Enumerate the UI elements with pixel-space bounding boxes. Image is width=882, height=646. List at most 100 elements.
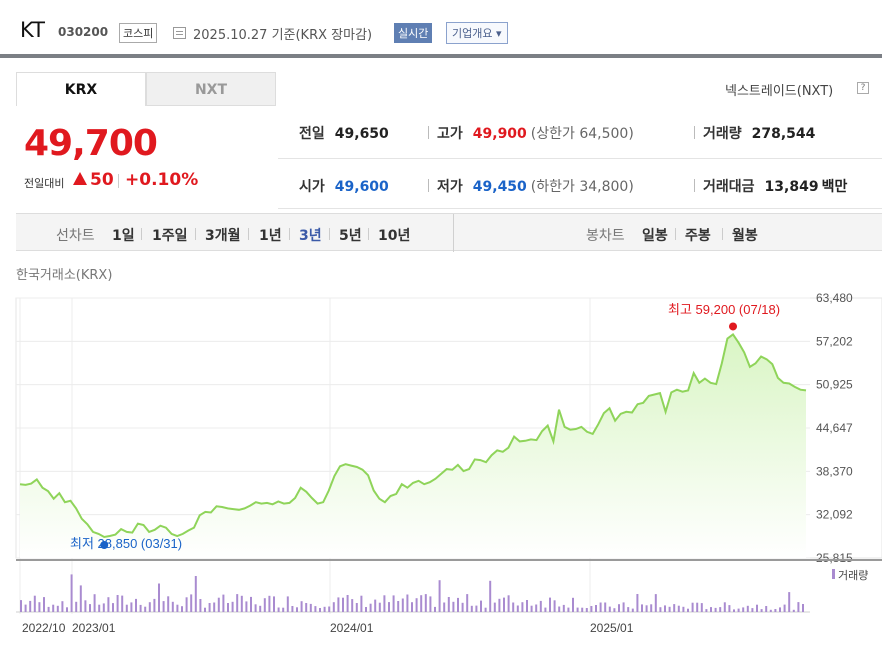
quote-date: 2025.10.27 기준(KRX 장마감) [193,28,373,43]
volume-bar [61,601,64,612]
prev-close-label: 전일 [299,126,325,142]
volume-bar [636,594,639,612]
volume-bar [79,585,82,612]
volume-bar [503,597,505,612]
open-price: 시가 49,600 [299,176,389,196]
volume-bar [227,603,229,612]
volume-bar [447,597,450,612]
volume-bar [733,609,735,612]
volume-bar [710,607,712,612]
volume-legend-label: 거래량 [838,569,868,582]
volume-bar [70,574,73,612]
divider [694,179,695,192]
period-1d[interactable]: 1일 [112,228,135,244]
volume-bar [392,595,395,612]
volume-bar [466,594,469,612]
volume-bar [696,602,699,612]
volume-bar [802,604,804,612]
volume-bar [213,602,216,612]
volume-bar [365,607,367,612]
upper-limit: (상한가 64,500) [530,126,634,142]
candle-weekly[interactable]: 주봉 [685,228,711,244]
volume-bar [691,602,694,612]
volume-bar [420,595,423,612]
volume-bar [291,606,294,612]
volume-bar [254,604,257,612]
volume-bar [305,603,308,612]
volume-bar [162,601,165,612]
change-label: 전일대비 [24,177,65,190]
volume-bar [751,608,754,612]
volume-bar [33,595,36,612]
divider [722,228,723,240]
volume-bar [742,607,745,612]
volume-bar [139,604,142,612]
volume-bar [553,600,556,612]
volume-bar [618,604,620,612]
volume-bar [484,607,487,612]
divider [248,228,249,240]
tab-nxt[interactable]: NXT [146,72,276,106]
volume-bar [148,602,151,612]
volume-bar [650,604,653,612]
volume-bar [654,594,657,612]
period-3y[interactable]: 3년 [299,228,322,244]
volume-bar [797,602,800,612]
low-marker [100,541,109,550]
volume-bar [535,604,538,612]
divider [329,228,330,240]
volume-bar [613,608,616,612]
period-10y[interactable]: 10년 [378,228,411,244]
volume-bar [429,596,432,612]
volume-bar [75,601,78,612]
lower-limit: (하한가 34,800) [530,179,634,195]
line-chart-label: 선차트 [56,228,95,244]
volume-bar [452,601,455,612]
volume-bar [319,608,321,612]
candle-daily[interactable]: 일봉 [642,228,668,244]
volume-bar [411,602,413,612]
volume-bar [328,606,331,612]
volume-bar [277,607,280,612]
change-percent: +0.10% [125,170,199,190]
period-3m[interactable]: 3개월 [205,228,241,244]
volume-bar [641,604,643,612]
period-5y[interactable]: 5년 [339,228,362,244]
candle-monthly[interactable]: 월봉 [732,228,758,244]
prev-close-value: 49,650 [334,126,389,142]
period-1w[interactable]: 1주일 [152,228,188,244]
tab-krx[interactable]: KRX [16,72,146,106]
y-tick-label: 50,925 [816,378,853,392]
volume-bar [204,607,206,612]
volume-bar [572,597,574,612]
volume-bar [259,605,262,612]
y-tick-label: 57,202 [816,334,853,348]
low-label: 저가 [437,179,463,195]
volume-legend-swatch [832,569,835,579]
volume-bar [236,594,239,612]
volume-bar [521,602,524,612]
amount-label: 거래대금 [703,179,755,195]
volume-bar [576,607,579,612]
volume-bar [56,605,59,612]
volume-bar [374,599,377,612]
volume-bar [190,594,193,612]
volume-bar [599,602,602,612]
volume-bar [664,605,666,612]
volume-bar [158,583,160,612]
volume-bar [98,604,101,612]
volume-bar [457,597,459,612]
volume-bar [332,602,335,612]
realtime-button[interactable]: 실시간 [394,23,433,43]
open-value: 49,600 [334,179,389,195]
amount-value: 13,849 [764,179,819,195]
volume-bar [507,595,510,612]
help-icon[interactable]: ? [857,82,869,94]
volume-bar [792,609,795,612]
volume-label: 거래량 [703,126,742,142]
period-1y[interactable]: 1년 [259,228,282,244]
volume-bar [470,605,473,612]
nextrade-link[interactable]: 넥스트레이드(NXT) [725,84,834,99]
volume-bar [493,602,496,612]
company-overview-dropdown[interactable]: 기업개요 ▾ [446,22,508,44]
